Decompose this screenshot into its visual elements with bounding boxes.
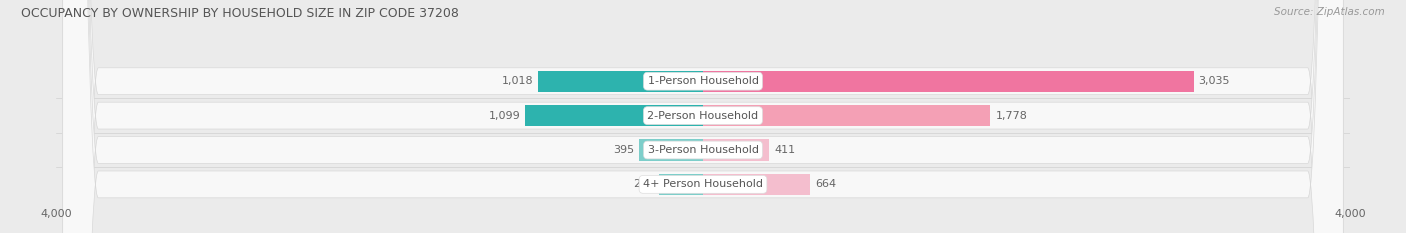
Text: 1,018: 1,018 <box>502 76 533 86</box>
Bar <box>538 71 703 92</box>
FancyBboxPatch shape <box>63 0 1343 233</box>
Bar <box>703 139 769 161</box>
Text: 2-Person Household: 2-Person Household <box>647 111 759 121</box>
Bar <box>703 174 810 195</box>
FancyBboxPatch shape <box>63 0 1343 233</box>
Text: 1,099: 1,099 <box>489 111 520 121</box>
FancyBboxPatch shape <box>63 0 1343 233</box>
Bar <box>640 139 703 161</box>
Text: 664: 664 <box>815 179 837 189</box>
Text: 395: 395 <box>613 145 634 155</box>
Text: 3-Person Household: 3-Person Household <box>648 145 758 155</box>
Text: 1,778: 1,778 <box>995 111 1028 121</box>
Text: Source: ZipAtlas.com: Source: ZipAtlas.com <box>1274 7 1385 17</box>
Bar <box>526 105 703 126</box>
Text: 3,035: 3,035 <box>1198 76 1230 86</box>
Text: 4+ Person Household: 4+ Person Household <box>643 179 763 189</box>
Bar <box>703 105 990 126</box>
Text: OCCUPANCY BY OWNERSHIP BY HOUSEHOLD SIZE IN ZIP CODE 37208: OCCUPANCY BY OWNERSHIP BY HOUSEHOLD SIZE… <box>21 7 458 20</box>
Text: 1-Person Household: 1-Person Household <box>648 76 758 86</box>
Bar <box>659 174 703 195</box>
FancyBboxPatch shape <box>63 0 1343 233</box>
Text: 270: 270 <box>633 179 655 189</box>
Text: 411: 411 <box>775 145 796 155</box>
Bar <box>703 71 1194 92</box>
